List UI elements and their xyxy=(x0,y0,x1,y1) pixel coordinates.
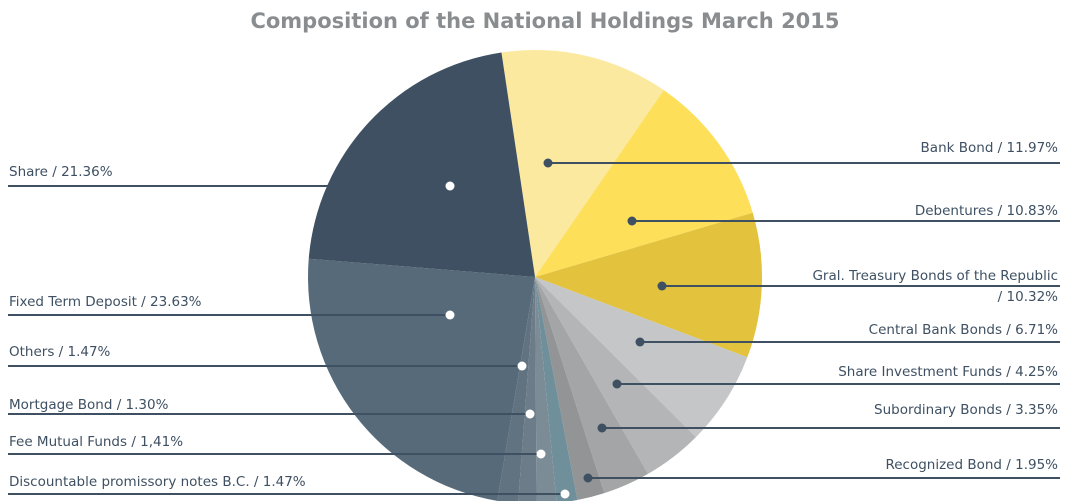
slice-label: Debentures / 10.83% xyxy=(915,203,1058,219)
leader-dot xyxy=(627,216,637,226)
leader-dot xyxy=(635,337,645,347)
pie-slice xyxy=(308,258,535,501)
pie-slice xyxy=(535,277,696,474)
leader-dot xyxy=(612,379,622,389)
leader-dot xyxy=(583,473,593,483)
slice-label: Others / 1.47% xyxy=(9,344,111,360)
slice-label: Recognized Bond / 1.95% xyxy=(885,457,1058,473)
slice-label: Share Investment Funds / 4.25% xyxy=(838,364,1058,380)
slice-label: Fee Mutual Funds / 1,41% xyxy=(9,434,183,450)
pie-slice xyxy=(535,277,578,501)
pie-slice xyxy=(535,212,762,358)
slice-label: Mortgage Bond / 1.30% xyxy=(9,397,169,413)
leader-dot xyxy=(517,361,527,371)
slice-label: Bank Bond / 11.97% xyxy=(921,140,1059,156)
slice-label: Share / 21.36% xyxy=(9,164,113,180)
leader-dot xyxy=(445,181,455,191)
pie-slice xyxy=(518,277,537,501)
leader-dot xyxy=(525,409,535,419)
pie-slice xyxy=(535,277,605,501)
slice-label: Subordinary Bonds / 3.35% xyxy=(874,402,1058,418)
slice-label: Gral. Treasury Bonds of the Republic xyxy=(812,268,1058,284)
slice-label: / 10.32% xyxy=(998,289,1058,305)
leader-dot xyxy=(657,281,667,291)
leader-dot xyxy=(597,423,607,433)
pie-slice xyxy=(497,277,535,501)
leader-dot xyxy=(543,158,553,168)
leader-dot xyxy=(445,310,455,320)
leader-dot xyxy=(560,489,570,499)
chart-title: Composition of the National Holdings Mar… xyxy=(250,9,839,33)
pie-slice xyxy=(535,277,748,438)
leader-dot xyxy=(536,449,546,459)
pie-slice xyxy=(535,277,557,501)
slice-label: Fixed Term Deposit / 23.63% xyxy=(9,294,202,310)
slice-label: Central Bank Bonds / 6.71% xyxy=(869,322,1059,338)
pie-slice xyxy=(535,277,648,494)
pie-slice xyxy=(308,52,535,277)
slice-label: Discountable promissory notes B.C. / 1.4… xyxy=(9,474,306,490)
pie-slice xyxy=(535,90,753,277)
